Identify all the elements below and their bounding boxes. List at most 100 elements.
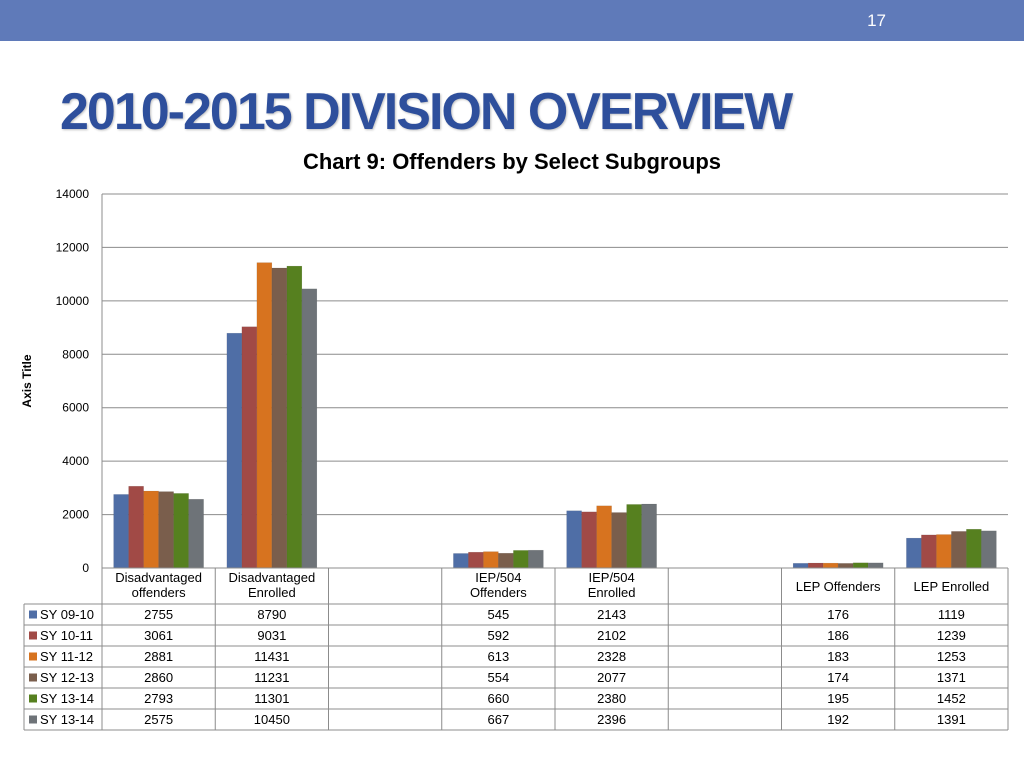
bar <box>271 267 288 569</box>
bar <box>951 531 967 569</box>
data-table-value: 2328 <box>597 649 626 664</box>
bar <box>792 563 809 569</box>
data-table-value: 2380 <box>597 691 626 706</box>
legend-label: SY 12-13 <box>40 670 94 685</box>
data-table-value: 613 <box>488 649 510 664</box>
bar <box>286 265 303 569</box>
bar <box>837 563 854 569</box>
y-axis-title: Axis Title <box>20 354 34 407</box>
y-tick-label: 4000 <box>62 454 89 468</box>
data-table-value: 1119 <box>938 607 965 622</box>
y-tick-label: 8000 <box>62 347 89 361</box>
x-category-label: Disadvantaged <box>115 570 202 585</box>
bar <box>256 262 273 569</box>
data-table-value: 174 <box>827 670 849 685</box>
legend-label: SY 10-11 <box>40 628 93 643</box>
bar <box>513 550 529 569</box>
x-category-label: Enrolled <box>588 585 636 600</box>
data-table-value: 1371 <box>937 670 966 685</box>
data-table-value: 183 <box>827 649 849 664</box>
bar <box>867 562 884 569</box>
bar <box>566 510 582 569</box>
x-category-label: IEP/504 <box>475 570 521 585</box>
y-tick-label: 6000 <box>62 401 89 415</box>
bar <box>468 551 484 569</box>
data-table-value: 8790 <box>257 607 286 622</box>
data-table-value: 186 <box>827 628 849 643</box>
legend-label: SY 09-10 <box>40 607 94 622</box>
header-bar: 17 <box>0 0 1024 41</box>
bar <box>822 562 839 569</box>
data-table-value: 545 <box>488 607 510 622</box>
y-tick-label: 12000 <box>56 240 90 254</box>
y-tick-label: 10000 <box>56 294 90 308</box>
bar <box>498 552 514 569</box>
legend-swatch <box>29 694 37 703</box>
bar <box>173 493 189 569</box>
legend-swatch <box>29 715 37 724</box>
bar <box>528 549 544 569</box>
x-category-label: LEP Enrolled <box>914 579 990 594</box>
data-table-value: 1239 <box>937 628 966 643</box>
data-table-value: 1253 <box>937 649 966 664</box>
y-tick-label: 14000 <box>56 187 90 201</box>
data-table-value: 2102 <box>597 628 626 643</box>
data-table-value: 3061 <box>144 628 173 643</box>
data-table-value: 176 <box>827 607 849 622</box>
legend-label: SY 11-12 <box>40 649 93 664</box>
bar <box>626 504 642 569</box>
data-table-value: 195 <box>827 691 849 706</box>
legend-swatch <box>29 610 37 619</box>
data-table-value: 2860 <box>144 670 173 685</box>
y-tick-label: 0 <box>82 561 89 575</box>
data-table-value: 2143 <box>597 607 626 622</box>
bar <box>852 562 869 569</box>
bar <box>936 534 952 569</box>
data-table-value: 2575 <box>144 712 173 727</box>
data-table-value: 667 <box>488 712 510 727</box>
data-table-value: 1452 <box>937 691 966 706</box>
bar <box>226 332 243 569</box>
data-table-value: 2396 <box>597 712 626 727</box>
data-table-value: 660 <box>488 691 510 706</box>
bar <box>581 511 597 569</box>
data-table-value: 192 <box>827 712 849 727</box>
legend-label: SY 13-14 <box>40 691 94 706</box>
page-number: 17 <box>867 11 886 30</box>
bar <box>188 498 204 569</box>
data-table-value: 11431 <box>254 649 289 664</box>
data-table-value: 11301 <box>254 691 289 706</box>
data-table-value: 9031 <box>257 628 286 643</box>
x-category-label: offenders <box>132 585 186 600</box>
bar <box>453 553 469 569</box>
data-table-value: 2793 <box>144 691 173 706</box>
bar <box>966 528 982 569</box>
legend-swatch <box>29 652 37 661</box>
bar <box>981 530 997 569</box>
x-category-label: Enrolled <box>248 585 296 600</box>
data-table-value: 2077 <box>597 670 626 685</box>
x-category-label: Disadvantaged <box>229 570 316 585</box>
bar <box>596 505 612 569</box>
data-table-value: 11231 <box>254 670 289 685</box>
legend-label: SY 13-14 <box>40 712 94 727</box>
legend-swatch <box>29 673 37 682</box>
bar <box>301 288 318 569</box>
bar <box>906 537 922 569</box>
x-category-label: IEP/504 <box>588 570 634 585</box>
legend-swatch <box>29 631 37 640</box>
y-tick-label: 2000 <box>62 508 89 522</box>
bar <box>241 326 258 569</box>
data-table-value: 554 <box>488 670 510 685</box>
bar <box>143 490 159 569</box>
x-category-label: Offenders <box>470 585 527 600</box>
bar <box>641 503 657 569</box>
data-table-value: 592 <box>488 628 510 643</box>
bar <box>483 551 499 569</box>
data-table-value: 2755 <box>144 607 173 622</box>
bar <box>158 491 174 569</box>
data-table-value: 2881 <box>144 649 173 664</box>
data-table-value: 10450 <box>254 712 290 727</box>
bar <box>921 534 937 569</box>
